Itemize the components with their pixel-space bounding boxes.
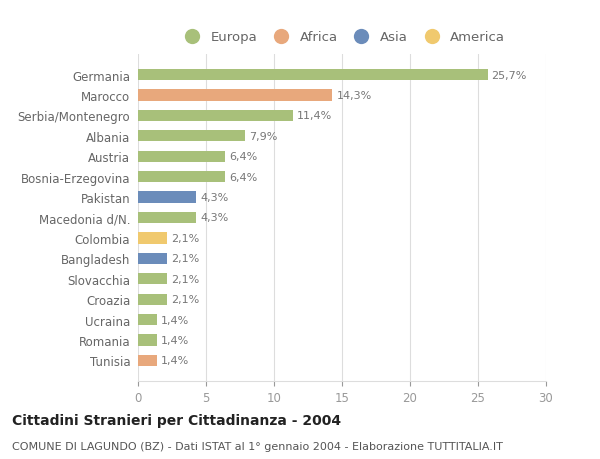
Bar bbox=[138, 253, 167, 264]
Bar bbox=[138, 172, 225, 183]
Bar bbox=[138, 335, 157, 346]
Text: 25,7%: 25,7% bbox=[491, 71, 527, 80]
Bar bbox=[138, 70, 488, 81]
Text: 4,3%: 4,3% bbox=[200, 193, 229, 203]
Text: 1,4%: 1,4% bbox=[161, 315, 190, 325]
Bar bbox=[138, 213, 196, 224]
Text: COMUNE DI LAGUNDO (BZ) - Dati ISTAT al 1° gennaio 2004 - Elaborazione TUTTITALIA: COMUNE DI LAGUNDO (BZ) - Dati ISTAT al 1… bbox=[12, 441, 503, 451]
Bar bbox=[138, 111, 293, 122]
Bar bbox=[138, 314, 157, 325]
Text: 7,9%: 7,9% bbox=[250, 132, 278, 141]
Legend: Europa, Africa, Asia, America: Europa, Africa, Asia, America bbox=[173, 26, 511, 49]
Text: 1,4%: 1,4% bbox=[161, 356, 190, 365]
Bar bbox=[138, 90, 332, 101]
Bar bbox=[138, 131, 245, 142]
Text: 2,1%: 2,1% bbox=[170, 295, 199, 304]
Bar bbox=[138, 192, 196, 203]
Text: 4,3%: 4,3% bbox=[200, 213, 229, 223]
Text: 6,4%: 6,4% bbox=[229, 152, 257, 162]
Bar bbox=[138, 294, 167, 305]
Text: 11,4%: 11,4% bbox=[297, 111, 332, 121]
Text: 2,1%: 2,1% bbox=[170, 233, 199, 243]
Bar bbox=[138, 274, 167, 285]
Bar bbox=[138, 151, 225, 162]
Bar bbox=[138, 355, 157, 366]
Text: 2,1%: 2,1% bbox=[170, 254, 199, 264]
Text: Cittadini Stranieri per Cittadinanza - 2004: Cittadini Stranieri per Cittadinanza - 2… bbox=[12, 413, 341, 427]
Bar bbox=[138, 233, 167, 244]
Text: 6,4%: 6,4% bbox=[229, 172, 257, 182]
Text: 1,4%: 1,4% bbox=[161, 335, 190, 345]
Text: 14,3%: 14,3% bbox=[337, 91, 372, 101]
Text: 2,1%: 2,1% bbox=[170, 274, 199, 284]
